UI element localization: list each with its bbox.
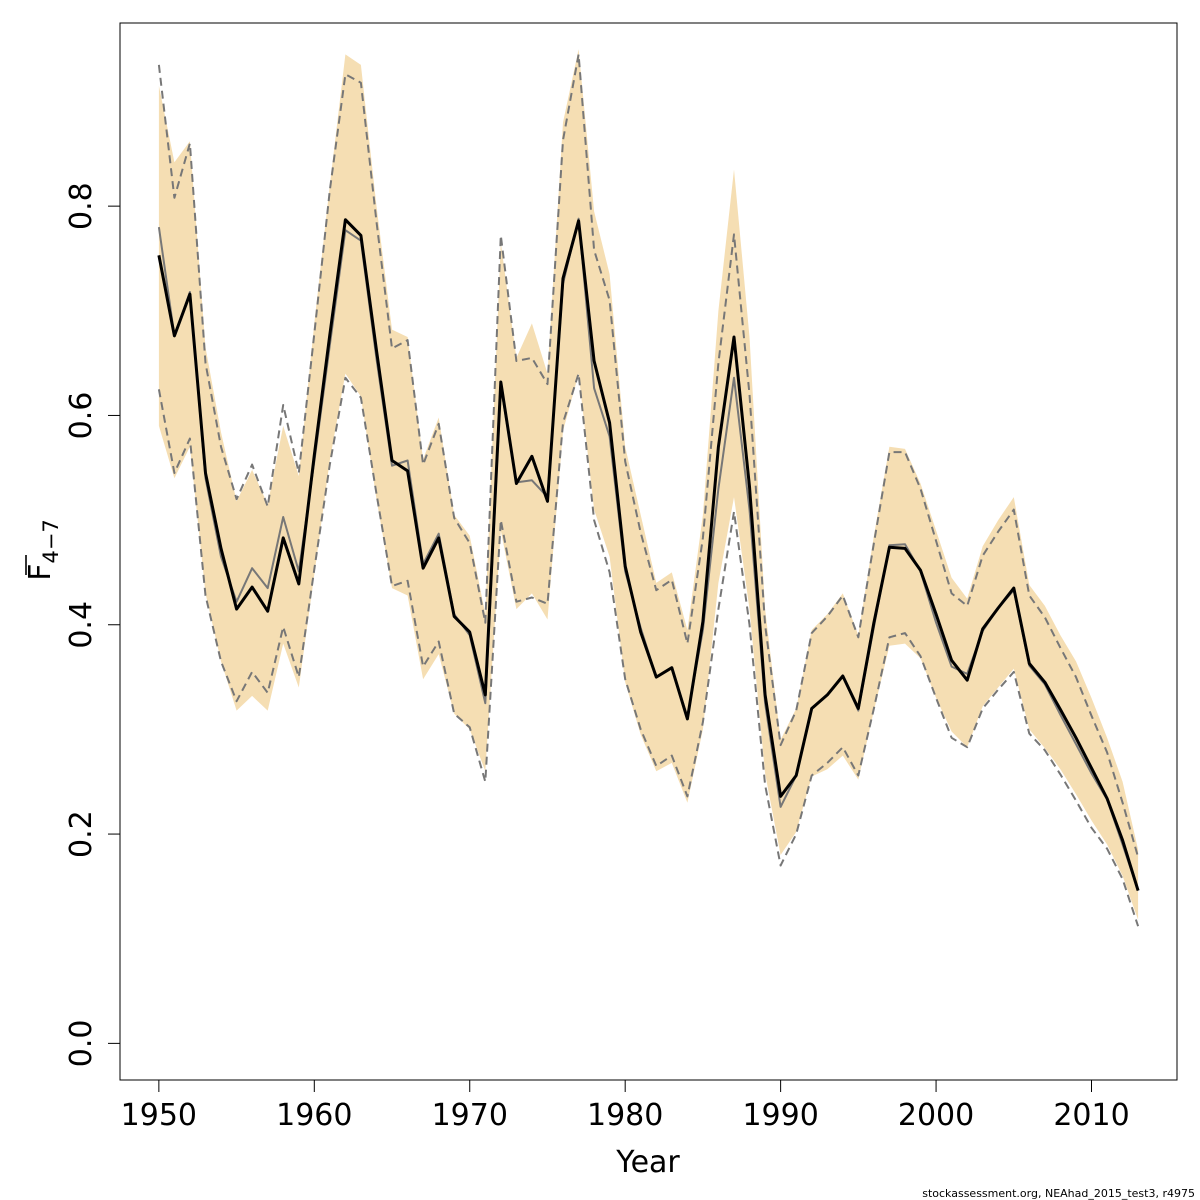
confidence-band-layer [158, 49, 1139, 920]
x-tick-label-2010: 2010 [1053, 1098, 1129, 1133]
x-axis-title: Year [615, 1145, 680, 1180]
series-line-reference-upper [157, 53, 1140, 858]
series-line-reference-lower [157, 372, 1140, 927]
series-line-layer [157, 53, 1140, 927]
y-tick-label-0: 0.0 [64, 1020, 99, 1068]
x-tick-label-1960: 1960 [276, 1098, 352, 1133]
x-tick-label-2000: 2000 [898, 1098, 974, 1133]
series-line-estimate [157, 218, 1140, 892]
y-axis-title-sub: 4−7 [39, 519, 63, 563]
y-axis: 0.0 0.2 0.4 0.6 0.8 [64, 182, 121, 1068]
svg-text:F4−7: F4−7 [23, 519, 63, 581]
x-tick-label-1990: 1990 [742, 1098, 818, 1133]
x-tick-label-1980: 1980 [587, 1098, 663, 1133]
y-axis-title-main: F [23, 564, 58, 581]
y-tick-label-4: 0.8 [64, 182, 99, 230]
x-tick-label-1970: 1970 [432, 1098, 508, 1133]
credit-text: stockassessment.org, NEAhad_2015_test3, … [922, 1187, 1195, 1200]
y-tick-label-3: 0.6 [64, 392, 99, 440]
y-tick-label-1: 0.2 [64, 810, 99, 858]
x-tick-label-1950: 1950 [121, 1098, 197, 1133]
y-tick-label-2: 0.4 [64, 601, 99, 649]
x-axis: 1950 1960 1970 1980 1990 2000 2010 [121, 1079, 1130, 1133]
confidence-band [158, 49, 1139, 920]
y-axis-title: F4−7 [23, 519, 63, 581]
